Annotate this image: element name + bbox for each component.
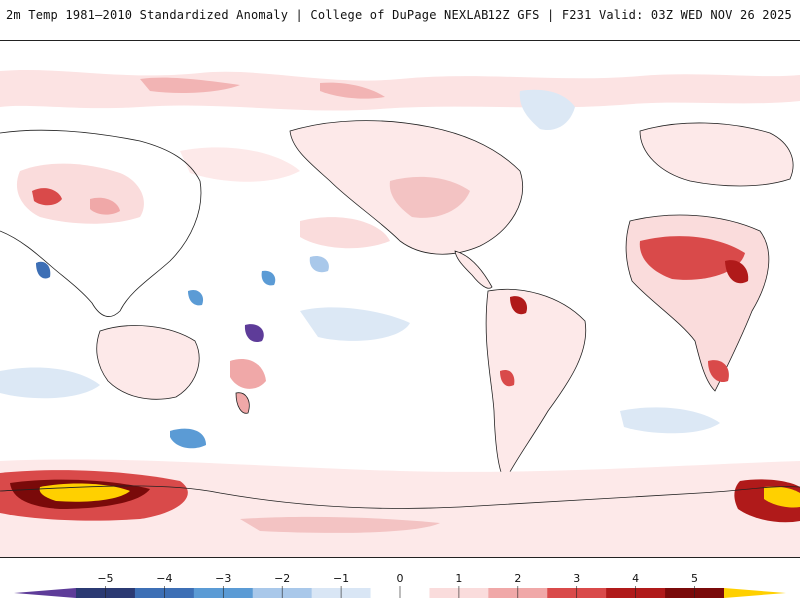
colorbar-tick-label: −4	[156, 572, 172, 585]
arctic-warm-patch	[140, 77, 240, 93]
asia-coastline	[0, 129, 202, 317]
southern-ocean-cool-band	[0, 367, 100, 399]
europe-outline	[639, 122, 794, 187]
colorbar-tick-label: 3	[573, 572, 580, 585]
anomaly-map	[0, 41, 800, 557]
arctic-warm-patch	[320, 82, 385, 99]
venezuela-warm-core	[510, 296, 528, 315]
colorbar-max-cap	[724, 588, 786, 598]
australia-outline	[96, 325, 200, 400]
usa-warm-patch	[389, 176, 470, 218]
run-info: 12Z GFS | F231 Valid: 03Z WED NOV 26 202…	[487, 8, 792, 22]
colorbar-min-cap	[14, 588, 76, 598]
colorbar-ticks	[105, 586, 695, 598]
colorbar-tick-label: −5	[97, 572, 113, 585]
colorbar-labels: −5 −4 −3 −2 −1 0 1 2 3 4 5	[97, 572, 698, 585]
colorbar: −5 −4 −3 −2 −1 0 1 2 3 4 5	[14, 572, 786, 598]
central-america-outline	[454, 250, 493, 289]
seasia-cool-spot	[36, 261, 51, 279]
tropical-pacific-cool-spot	[309, 255, 329, 273]
tropical-pacific-cool-spot	[261, 270, 276, 286]
npacific-warm-patch	[300, 217, 390, 249]
new-zealand-outline	[235, 392, 250, 414]
asia-warm-patch	[90, 197, 120, 215]
antarctic-coastline	[0, 485, 800, 509]
colorbar-tick-label: 0	[397, 572, 404, 585]
tropical-pacific-cool-spot	[188, 289, 204, 306]
colorbar-tick-label: 1	[455, 572, 462, 585]
greenland-cool-patch	[519, 89, 575, 131]
colorbar-legend: −5 −4 −3 −2 −1 0 1 2 3 4 5	[0, 560, 800, 600]
tropical-pacific-cool-core	[244, 324, 264, 343]
southern-africa-warm-spot	[708, 360, 729, 383]
map-panel[interactable]	[0, 40, 800, 558]
colorbar-tick-label: −1	[333, 572, 349, 585]
colorbar-tick-label: −3	[215, 572, 231, 585]
asia-warm-core	[32, 188, 62, 206]
south-pacific-warm-patch	[230, 359, 266, 389]
colorbar-tick-label: −2	[274, 572, 290, 585]
southern-ocean-cool-spot	[170, 428, 206, 449]
npacific-warm-patch	[180, 147, 300, 182]
antarctic-warm-patch	[240, 516, 440, 533]
south-america-outline	[485, 288, 587, 482]
southern-ocean-cool-band	[620, 407, 720, 434]
colorbar-tick-label: 5	[691, 572, 698, 585]
weddell-extreme-core	[764, 486, 800, 508]
sahel-warm-core	[639, 236, 745, 280]
andes-warm-spot	[500, 369, 515, 387]
header: 2m Temp 1981–2010 Standardized Anomaly |…	[0, 0, 800, 40]
east-africa-warm-core	[725, 260, 749, 284]
tropical-pacific-cool-band	[300, 307, 410, 341]
colorbar-tick-label: 2	[514, 572, 521, 585]
map-title: 2m Temp 1981–2010 Standardized Anomaly |…	[6, 8, 489, 22]
colorbar-tick-label: 4	[632, 572, 639, 585]
